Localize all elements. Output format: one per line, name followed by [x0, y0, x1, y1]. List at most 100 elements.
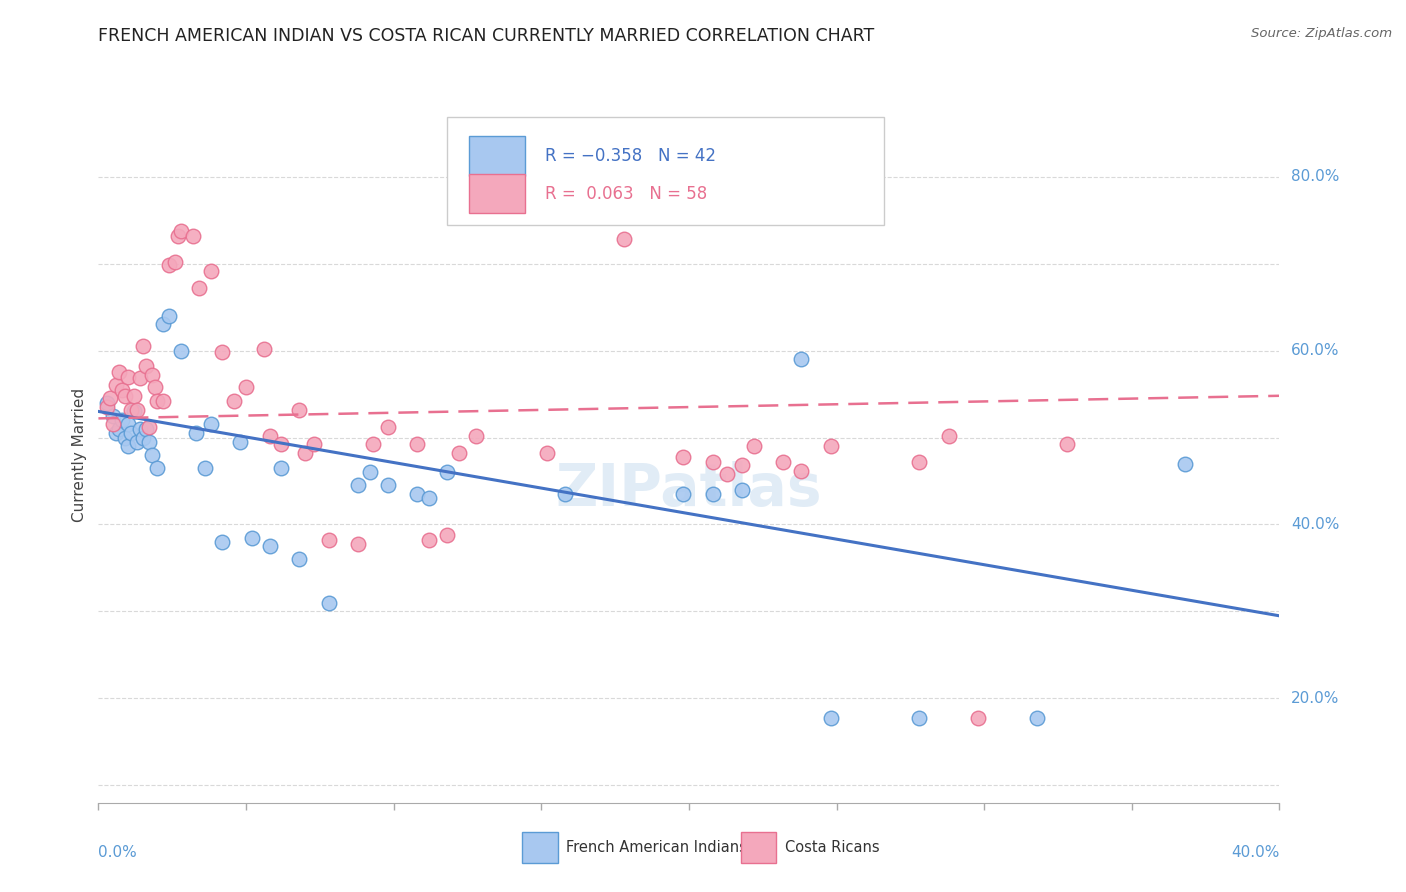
Point	[138, 420, 160, 434]
Point	[111, 413, 134, 427]
Point	[141, 448, 163, 462]
Point	[702, 455, 724, 469]
Point	[790, 464, 813, 478]
Point	[128, 422, 150, 436]
Point	[447, 446, 470, 460]
Point	[536, 446, 558, 460]
Point	[347, 478, 370, 492]
Text: FRENCH AMERICAN INDIAN VS COSTA RICAN CURRENTLY MARRIED CORRELATION CHART: FRENCH AMERICAN INDIAN VS COSTA RICAN CU…	[98, 27, 875, 45]
Point	[114, 430, 136, 444]
Point	[259, 539, 281, 553]
Point	[742, 439, 765, 453]
Point	[117, 417, 139, 432]
Point	[135, 422, 157, 436]
Point	[117, 369, 139, 384]
Point	[347, 536, 370, 550]
Point	[211, 534, 233, 549]
Point	[108, 422, 131, 436]
Text: 20.0%: 20.0%	[1291, 691, 1340, 706]
Point	[105, 378, 128, 392]
Point	[135, 359, 157, 374]
Point	[194, 461, 217, 475]
Point	[224, 394, 246, 409]
Point	[288, 552, 311, 566]
Point	[157, 309, 180, 323]
Text: ZIPatlas: ZIPatlas	[555, 461, 823, 518]
Y-axis label: Currently Married: Currently Married	[72, 388, 87, 522]
Point	[731, 458, 754, 473]
Point	[152, 318, 174, 332]
Point	[120, 426, 142, 441]
Point	[294, 446, 316, 460]
Point	[436, 466, 458, 480]
Text: Costa Ricans: Costa Ricans	[785, 840, 879, 855]
Point	[117, 439, 139, 453]
Point	[318, 596, 340, 610]
Point	[672, 487, 695, 501]
Point	[1026, 710, 1049, 724]
Point	[259, 429, 281, 443]
Point	[184, 426, 207, 441]
Point	[146, 394, 169, 409]
Point	[270, 461, 292, 475]
Point	[114, 389, 136, 403]
Point	[702, 487, 724, 501]
Point	[270, 437, 292, 451]
FancyBboxPatch shape	[470, 136, 524, 176]
FancyBboxPatch shape	[523, 832, 558, 863]
Point	[820, 710, 842, 724]
Text: 80.0%: 80.0%	[1291, 169, 1340, 184]
Point	[170, 343, 193, 358]
Point	[128, 371, 150, 385]
Point	[165, 255, 187, 269]
Point	[200, 417, 222, 432]
Point	[167, 228, 190, 243]
Point	[406, 487, 429, 501]
Point	[240, 531, 263, 545]
Point	[132, 430, 155, 444]
Point	[418, 491, 440, 506]
Text: 40.0%: 40.0%	[1232, 845, 1279, 860]
Text: 40.0%: 40.0%	[1291, 517, 1340, 532]
FancyBboxPatch shape	[741, 832, 776, 863]
Point	[613, 232, 636, 246]
Point	[122, 404, 145, 418]
Point	[908, 710, 931, 724]
Point	[111, 383, 134, 397]
Point	[790, 352, 813, 367]
Text: Source: ZipAtlas.com: Source: ZipAtlas.com	[1251, 27, 1392, 40]
Point	[108, 365, 131, 379]
Point	[229, 434, 252, 449]
Text: French American Indians: French American Indians	[567, 840, 747, 855]
Point	[138, 434, 160, 449]
Point	[465, 429, 488, 443]
Point	[152, 394, 174, 409]
Point	[105, 426, 128, 441]
Point	[731, 483, 754, 497]
Point	[200, 263, 222, 277]
Point	[141, 368, 163, 382]
Point	[146, 461, 169, 475]
Point	[125, 402, 148, 417]
Point	[716, 467, 738, 481]
FancyBboxPatch shape	[470, 174, 524, 213]
Point	[253, 342, 276, 356]
Point	[125, 434, 148, 449]
Point	[103, 409, 125, 423]
Point	[1174, 457, 1197, 471]
Point	[181, 228, 204, 243]
Point	[157, 258, 180, 272]
Point	[235, 380, 257, 394]
Text: R = −0.358   N = 42: R = −0.358 N = 42	[546, 147, 716, 165]
Point	[938, 429, 960, 443]
Point	[96, 400, 118, 414]
Point	[103, 417, 125, 432]
Point	[318, 533, 340, 548]
Point	[1056, 437, 1078, 451]
Text: R =  0.063   N = 58: R = 0.063 N = 58	[546, 185, 707, 202]
Point	[143, 380, 166, 394]
Point	[772, 455, 794, 469]
Point	[288, 402, 311, 417]
Point	[436, 528, 458, 542]
Point	[361, 437, 384, 451]
